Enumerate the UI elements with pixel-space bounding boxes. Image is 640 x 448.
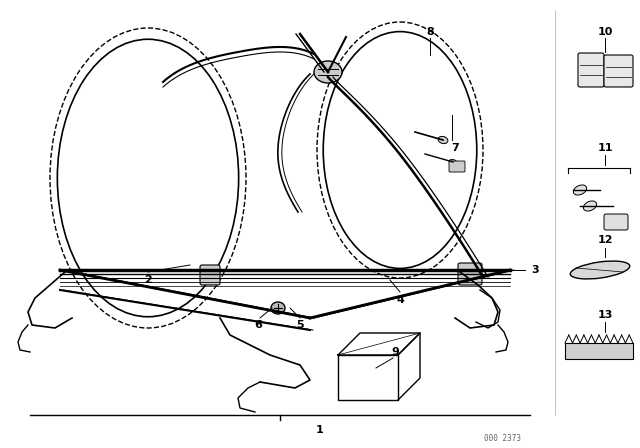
- FancyBboxPatch shape: [449, 161, 465, 172]
- Text: 000 2373: 000 2373: [483, 434, 520, 443]
- Ellipse shape: [449, 159, 457, 164]
- Ellipse shape: [573, 185, 587, 195]
- Text: 2: 2: [144, 275, 152, 285]
- Text: 5: 5: [296, 320, 304, 330]
- Text: 6: 6: [254, 320, 262, 330]
- Text: 10: 10: [597, 27, 612, 37]
- FancyBboxPatch shape: [604, 55, 633, 87]
- Text: 4: 4: [396, 295, 404, 305]
- Text: 11: 11: [597, 143, 612, 153]
- FancyBboxPatch shape: [458, 263, 482, 285]
- Text: 9: 9: [391, 347, 399, 357]
- Text: 13: 13: [597, 310, 612, 320]
- FancyBboxPatch shape: [578, 53, 604, 87]
- Text: 1: 1: [316, 425, 324, 435]
- Text: 7: 7: [451, 143, 459, 153]
- Text: 3: 3: [531, 265, 539, 275]
- Ellipse shape: [570, 261, 630, 279]
- FancyBboxPatch shape: [604, 214, 628, 230]
- Ellipse shape: [271, 302, 285, 314]
- Ellipse shape: [438, 136, 448, 144]
- Text: 12: 12: [597, 235, 612, 245]
- Ellipse shape: [314, 61, 342, 83]
- Bar: [565, 343, 633, 359]
- Ellipse shape: [584, 201, 596, 211]
- Text: 8: 8: [426, 27, 434, 37]
- FancyBboxPatch shape: [200, 265, 220, 285]
